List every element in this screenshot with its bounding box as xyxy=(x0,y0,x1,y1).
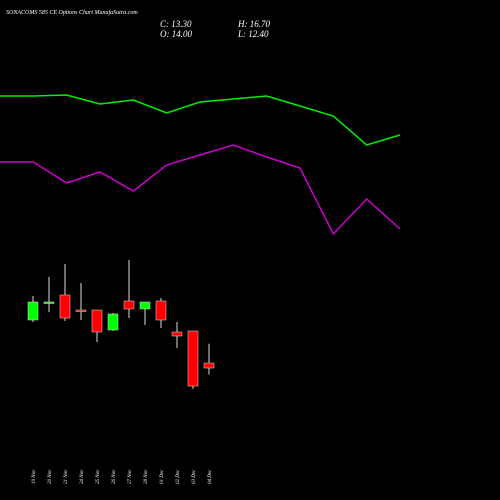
candle-body xyxy=(203,362,215,369)
x-tick-label: 26 Nov xyxy=(112,469,117,484)
x-tick-label: 24 Nov xyxy=(80,469,85,484)
x-tick-label: 01 Dec xyxy=(160,469,165,484)
x-tick-label: 21 Nov xyxy=(64,469,69,484)
open-label: O: 14.00 xyxy=(160,29,192,39)
candle-body xyxy=(107,313,119,331)
indicator-line xyxy=(0,94,401,146)
chart-title: SONACOMS 585 CE Options Chart MunafaSutr… xyxy=(6,9,138,16)
candle-body xyxy=(75,309,87,312)
x-tick-label: 04 Dec xyxy=(208,469,213,484)
indicator-line xyxy=(0,144,401,236)
x-tick-label: 03 Dec xyxy=(192,469,197,484)
candle-body xyxy=(123,300,135,310)
candle-body xyxy=(139,301,151,310)
close-label: C: 13.30 xyxy=(160,19,192,29)
candle-body xyxy=(59,294,71,319)
low-label: L: 12.40 xyxy=(237,29,269,39)
x-tick-label: 25 Nov xyxy=(96,469,101,484)
candle-body xyxy=(187,330,199,387)
x-tick-label: 02 Dec xyxy=(176,469,181,484)
candle-body xyxy=(171,331,183,337)
x-tick-label: 28 Nov xyxy=(144,469,149,484)
candle-body xyxy=(27,301,39,321)
candle-body xyxy=(155,300,167,321)
candle-body xyxy=(43,301,55,304)
high-label: H: 16.70 xyxy=(237,19,270,29)
x-tick-label: 27 Nov xyxy=(128,469,133,484)
x-tick-label: 19 Nov xyxy=(32,469,37,484)
x-tick-label: 20 Nov xyxy=(48,469,53,484)
candle-body xyxy=(91,309,103,333)
